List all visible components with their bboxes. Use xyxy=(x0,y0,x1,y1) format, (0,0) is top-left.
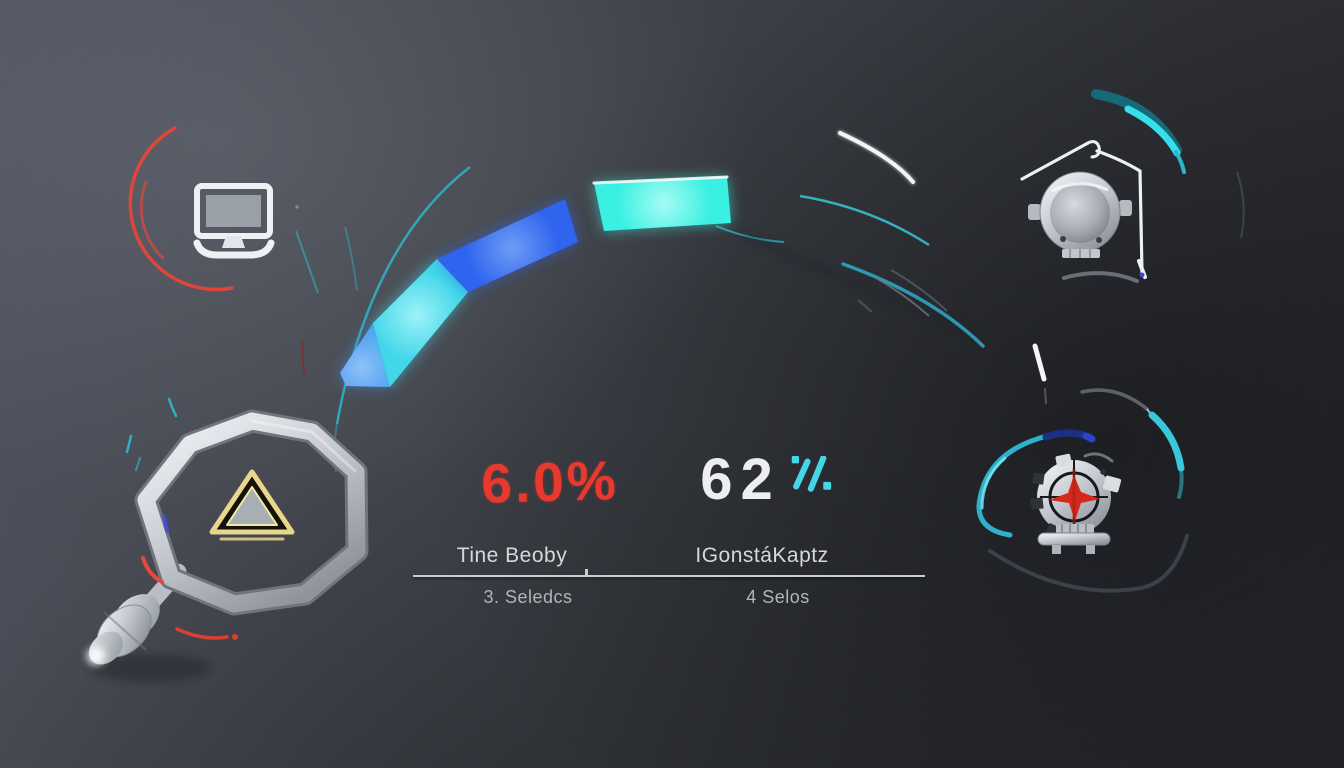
segment-1 xyxy=(340,323,390,387)
segment-2 xyxy=(373,259,468,387)
lens-light-glow xyxy=(87,647,105,665)
monitor-icon xyxy=(193,183,299,259)
progress-arc xyxy=(340,175,731,387)
stat-right-value: 62 xyxy=(700,447,781,512)
stat-left-sublabel: 3. Seledcs xyxy=(483,587,573,607)
meter-gear-icon xyxy=(976,411,1189,593)
stat-left-label: Tine Beoby xyxy=(456,544,568,567)
monitor-screen xyxy=(206,195,261,227)
segment-3 xyxy=(437,199,578,292)
house-outline xyxy=(1020,141,1090,181)
stat-right-label: IGonstáKaptz xyxy=(695,544,829,567)
segment-4 xyxy=(594,177,731,231)
stats-divider xyxy=(413,569,925,577)
percent-mark-icon xyxy=(791,456,831,492)
decor-arcs xyxy=(128,126,1245,473)
stat-right-value-group: 62 xyxy=(650,446,885,513)
divider-tick xyxy=(585,569,588,577)
warning-triangle-icon xyxy=(209,469,295,541)
magnifier-warning-icon xyxy=(87,397,369,682)
cyan-swoosh xyxy=(1124,105,1181,157)
home-dial-icon xyxy=(1020,89,1186,278)
stat-left-value: 6.0% xyxy=(480,449,620,515)
stat-right-sublabel: 4 Selos xyxy=(746,587,810,607)
metal-knob xyxy=(1028,171,1132,258)
red-arc xyxy=(128,126,234,292)
